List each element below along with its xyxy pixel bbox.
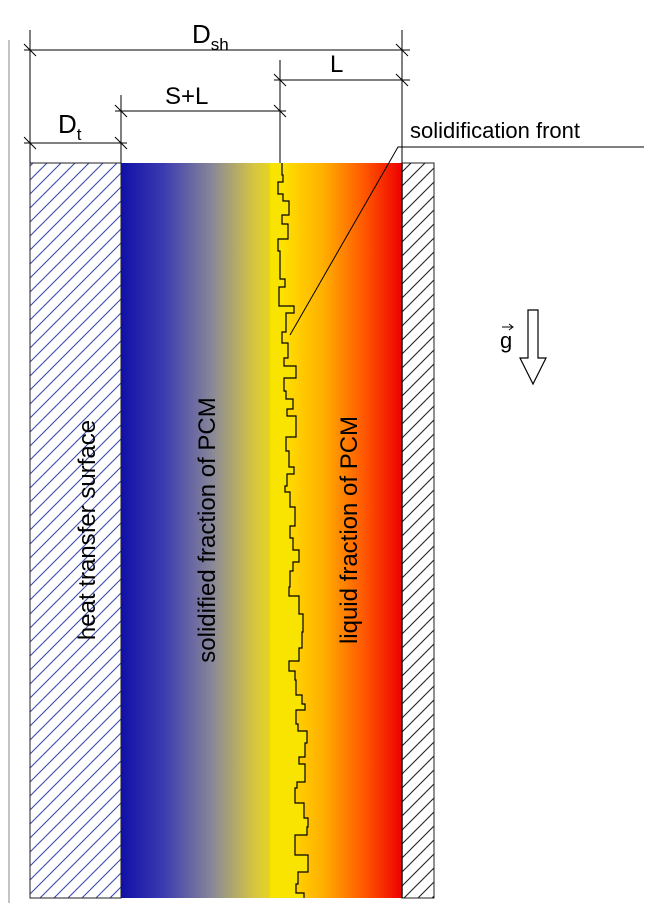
solid-front-fill [270,163,308,898]
liquid-fraction-label: liquid fraction of PCM [336,416,363,644]
dimension-s-plus-l: S+L [114,83,287,118]
heat-transfer-surface-label: heat transfer surface [74,420,101,640]
dsh-label: Dsh [192,19,229,54]
solidification-front-line [277,163,309,898]
shell-wall [401,162,435,899]
solidified-region [121,163,288,898]
dt-label: Dt [58,109,82,144]
dimension-dsh: Dsh [23,19,410,57]
gravity-arrow-icon [519,309,547,386]
s-plus-l-label: S+L [165,83,208,110]
solidification-front-label: solidification front [410,118,580,143]
solidified-fraction-label: solidified fraction of PCM [194,397,221,662]
heat-transfer-surface [29,162,122,899]
dimension-l: L [273,51,410,87]
dimension-dt: Dt [23,109,128,150]
gravity-label: g [500,328,512,353]
l-label: L [330,51,343,78]
solidification-front-callout: solidification front [289,118,644,336]
gravity-indicator: g [500,309,547,386]
